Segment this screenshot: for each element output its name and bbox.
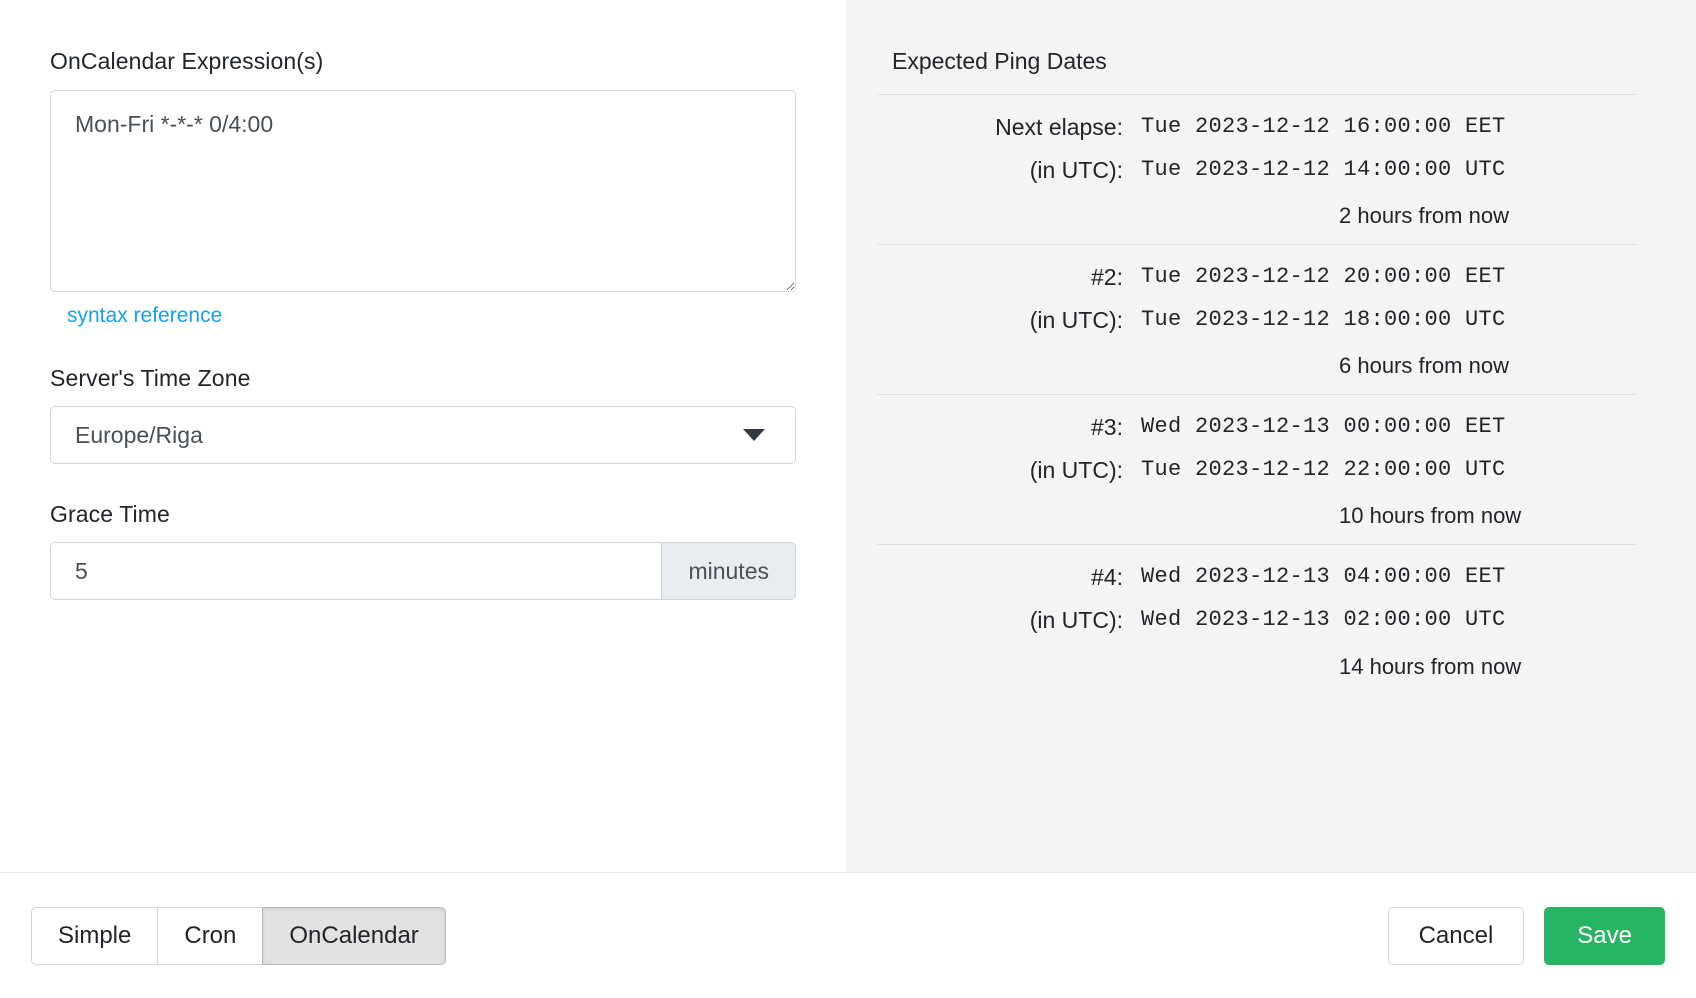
table-row: (in UTC): Wed 2023-12-13 02:00:00 UTC bbox=[877, 595, 1636, 645]
table-row: 14 hours from now bbox=[877, 645, 1636, 695]
ping-entry-label: #2: bbox=[877, 244, 1141, 295]
oncalendar-expression-input[interactable] bbox=[50, 90, 796, 292]
table-row: #3: Wed 2023-12-13 00:00:00 EET bbox=[877, 394, 1636, 445]
schedule-form-pane: OnCalendar Expression(s) syntax referenc… bbox=[0, 0, 846, 872]
grace-time-unit-addon: minutes bbox=[661, 543, 795, 599]
ping-entry-local-datetime: Tue 2023-12-12 20:00:00 EET bbox=[1141, 244, 1636, 295]
timezone-group: Server's Time Zone Europe/Riga bbox=[50, 363, 846, 464]
ping-entry-utc-datetime: Tue 2023-12-12 18:00:00 UTC bbox=[1141, 306, 1506, 332]
ping-entry-utc-label: (in UTC): bbox=[1029, 306, 1123, 333]
schedule-mode-toggle-group: Simple Cron OnCalendar bbox=[31, 906, 446, 965]
ping-entry-utc-label: (in UTC): bbox=[1029, 456, 1123, 483]
timezone-select[interactable]: Europe/Riga bbox=[50, 406, 796, 464]
expected-ping-dates-table: Next elapse: Tue 2023-12-12 16:00:00 EET… bbox=[877, 94, 1636, 695]
chevron-down-icon bbox=[743, 429, 765, 441]
syntax-reference-link[interactable]: syntax reference bbox=[67, 304, 223, 327]
ping-entry-label: #3: bbox=[877, 394, 1141, 445]
footer-actions: Cancel Save bbox=[1387, 906, 1665, 965]
grace-time-input[interactable] bbox=[51, 543, 662, 599]
ping-entry-utc-datetime: Wed 2023-12-13 02:00:00 UTC bbox=[1141, 606, 1506, 632]
tab-simple[interactable]: Simple bbox=[31, 906, 159, 965]
ping-entry-label: Next elapse: bbox=[877, 94, 1141, 145]
ping-entry-utc-label: (in UTC): bbox=[1029, 606, 1123, 633]
ping-entry-local-datetime: Wed 2023-12-13 04:00:00 EET bbox=[1141, 544, 1636, 595]
ping-entry-relative: 10 hours from now bbox=[1339, 503, 1522, 529]
grace-time-label: Grace Time bbox=[50, 501, 170, 527]
oncalendar-expression-label: OnCalendar Expression(s) bbox=[50, 48, 324, 74]
ping-entry-utc-datetime: Tue 2023-12-12 22:00:00 UTC bbox=[1141, 456, 1506, 482]
table-row: Next elapse: Tue 2023-12-12 16:00:00 EET bbox=[877, 94, 1636, 145]
table-row: (in UTC): Tue 2023-12-12 18:00:00 UTC bbox=[877, 295, 1636, 345]
table-row: 2 hours from now bbox=[877, 195, 1636, 245]
save-button[interactable]: Save bbox=[1544, 906, 1665, 965]
ping-entry-utc-label: (in UTC): bbox=[1029, 156, 1123, 183]
grace-time-input-group: minutes bbox=[50, 542, 796, 600]
table-row: #2: Tue 2023-12-12 20:00:00 EET bbox=[877, 244, 1636, 295]
expected-ping-dates-title: Expected Ping Dates bbox=[892, 48, 1107, 74]
modal-body: OnCalendar Expression(s) syntax referenc… bbox=[0, 0, 1696, 872]
ping-entry-utc-datetime: Tue 2023-12-12 14:00:00 UTC bbox=[1141, 156, 1506, 182]
timezone-selected-value: Europe/Riga bbox=[75, 422, 203, 448]
table-row: 6 hours from now bbox=[877, 345, 1636, 395]
ping-entry-relative: 14 hours from now bbox=[1339, 653, 1522, 679]
cancel-button[interactable]: Cancel bbox=[1387, 906, 1525, 965]
ping-entry-relative: 6 hours from now bbox=[1339, 353, 1509, 379]
ping-entry-local-datetime: Wed 2023-12-13 00:00:00 EET bbox=[1141, 394, 1636, 445]
ping-entry-label: #4: bbox=[877, 544, 1141, 595]
table-row: #4: Wed 2023-12-13 04:00:00 EET bbox=[877, 544, 1636, 595]
table-row: (in UTC): Tue 2023-12-12 22:00:00 UTC bbox=[877, 445, 1636, 495]
timezone-label: Server's Time Zone bbox=[50, 365, 251, 391]
grace-time-group: Grace Time minutes bbox=[50, 499, 846, 600]
expected-ping-dates-pane: Expected Ping Dates Next elapse: Tue 202… bbox=[846, 0, 1696, 872]
tab-cron[interactable]: Cron bbox=[157, 906, 264, 965]
table-row: 10 hours from now bbox=[877, 495, 1636, 545]
modal-footer: Simple Cron OnCalendar Cancel Save bbox=[0, 872, 1696, 998]
table-row: (in UTC): Tue 2023-12-12 14:00:00 UTC bbox=[877, 145, 1636, 195]
oncalendar-expression-group: OnCalendar Expression(s) syntax referenc… bbox=[50, 46, 846, 330]
tab-oncalendar[interactable]: OnCalendar bbox=[262, 906, 446, 965]
ping-entry-local-datetime: Tue 2023-12-12 16:00:00 EET bbox=[1141, 94, 1636, 145]
ping-entry-relative: 2 hours from now bbox=[1339, 203, 1509, 229]
